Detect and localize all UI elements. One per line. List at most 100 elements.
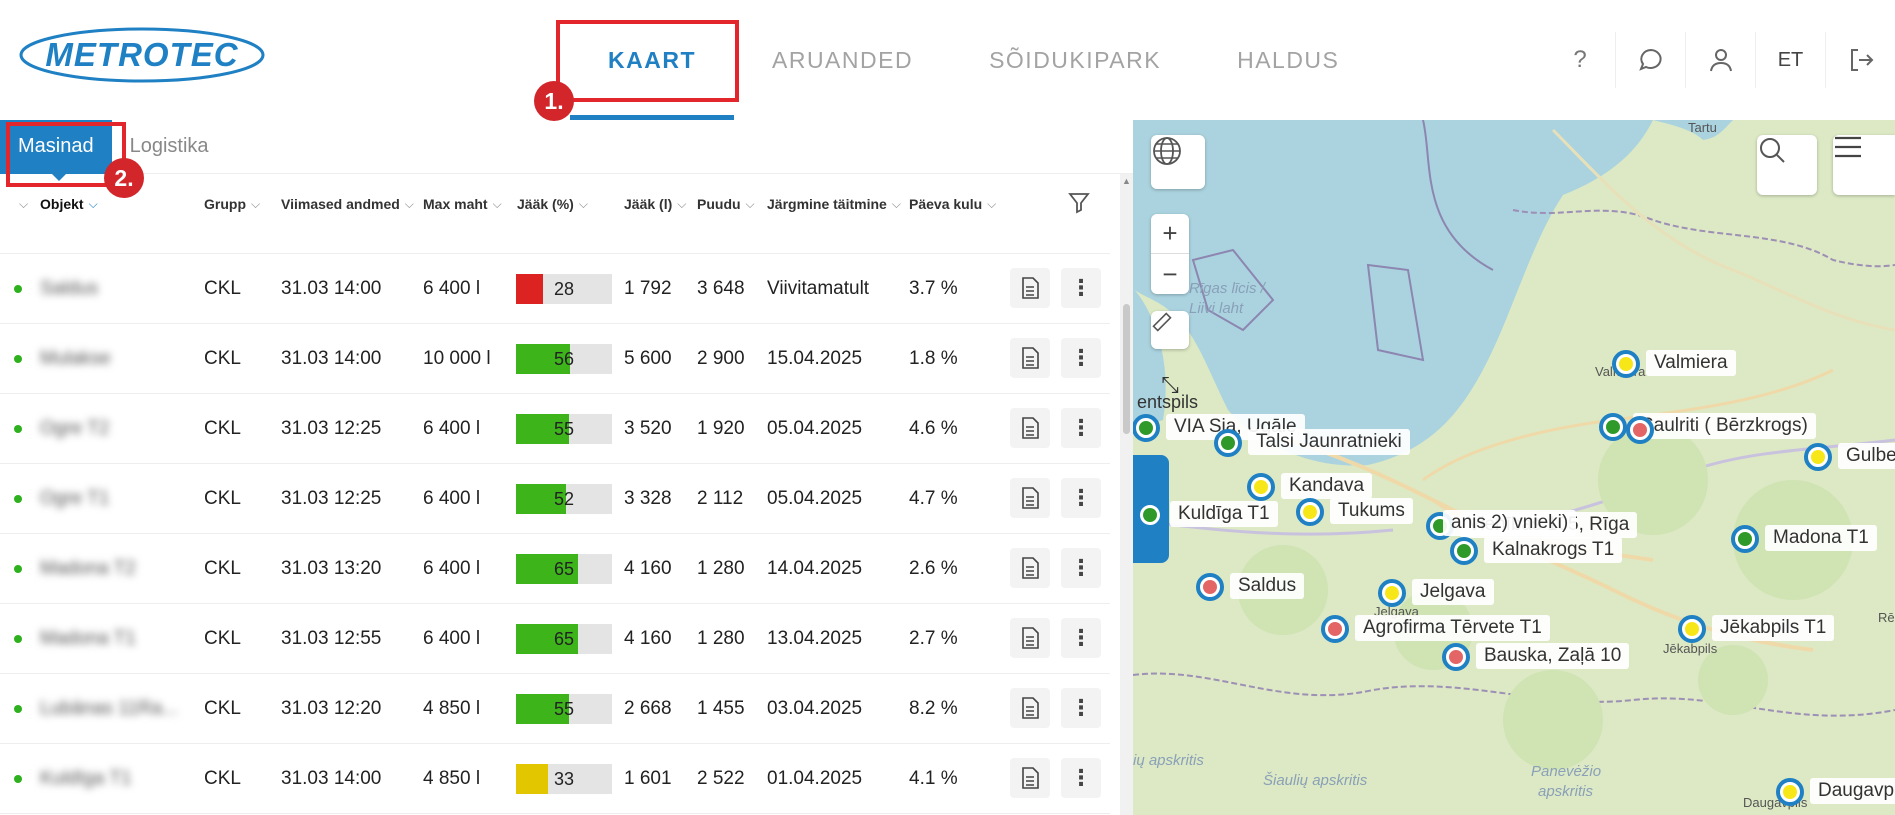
column-header-jaak-pct[interactable]: Jääk (%) ⌵ (517, 174, 588, 234)
puudu-cell: 2 112 (697, 488, 744, 509)
report-button[interactable] (1010, 338, 1050, 378)
column-header-max[interactable]: Max maht ⌵ (423, 174, 502, 234)
table-row[interactable]: Kuldīga T1 CKL 31.03 14:00 4 850 l 33 1 601 2 … (0, 744, 1110, 814)
map-marker[interactable] (1296, 498, 1324, 526)
objekt-cell[interactable]: Mulakse (40, 348, 111, 369)
fullscreen-icon[interactable]: ⤡ (1161, 372, 1179, 397)
subtab-logistika[interactable]: Logistika (129, 135, 209, 157)
more-options-button[interactable]: ⋮ (1061, 758, 1101, 798)
map-search-icon[interactable] (1757, 135, 1817, 195)
map-marker-label[interactable]: Jēkabpils T1 (1712, 615, 1835, 641)
column-header-jaak-l[interactable]: Jääk (l) ⌵ (624, 174, 686, 234)
column-header-grupp[interactable]: Grupp ⌵ (204, 174, 260, 234)
map-marker-label[interactable]: Agrofirma Tērvete T1 (1355, 615, 1550, 641)
map-marker[interactable] (1804, 443, 1832, 471)
objekt-cell[interactable]: Kuldīga T1 (40, 768, 132, 789)
map-marker-label[interactable]: Bauska, Zaļā 10 (1476, 643, 1630, 669)
logout-icon[interactable] (1825, 32, 1895, 88)
more-options-button[interactable]: ⋮ (1061, 268, 1101, 308)
objekt-cell[interactable]: Madona T1 (40, 628, 136, 649)
column-header-puudu[interactable]: Puudu ⌵ (697, 174, 755, 234)
more-options-button[interactable]: ⋮ (1061, 338, 1101, 378)
map-marker-label[interactable]: Saldus (1230, 573, 1305, 599)
table-row[interactable]: Mulakse CKL 31.03 14:00 10 000 l 56 5 600 2 90… (0, 324, 1110, 394)
column-header-jargmine[interactable]: Järgmine täitmine ⌵ (767, 174, 901, 234)
table-scrollbar[interactable]: ▲ (1120, 174, 1133, 815)
ruler-icon[interactable] (1151, 311, 1189, 349)
map-marker-label[interactable]: Madona T1 (1765, 525, 1877, 551)
map-marker[interactable] (1378, 579, 1406, 607)
map-marker[interactable] (1450, 537, 1478, 565)
zoom-in-button[interactable]: + (1151, 214, 1189, 254)
report-button[interactable] (1010, 618, 1050, 658)
map-marker-label[interactable]: Tukums (1330, 498, 1413, 524)
map-marker[interactable] (1196, 573, 1224, 601)
more-options-button[interactable]: ⋮ (1061, 688, 1101, 728)
more-options-button[interactable]: ⋮ (1061, 408, 1101, 448)
column-header-kulu[interactable]: Päeva kulu ⌵ (909, 174, 996, 234)
map-marker[interactable] (1678, 615, 1706, 643)
map-marker-label[interactable]: Talsi Jaunratnieki (1248, 429, 1410, 455)
map-marker[interactable] (1136, 501, 1164, 529)
table-row[interactable]: Madona T2 CKL 31.03 13:20 6 400 l 65 4 160 1 2… (0, 534, 1110, 604)
map-marker-label[interactable]: Gulbe (1838, 443, 1895, 469)
objekt-cell[interactable]: Ogre T1 (40, 488, 110, 509)
grupp-cell: CKL (204, 698, 241, 719)
map-marker-label[interactable]: Kandava (1281, 473, 1373, 499)
map-marker[interactable] (1731, 525, 1759, 553)
table-row[interactable]: Ogre T2 CKL 31.03 12:25 6 400 l 55 3 520 1 920… (0, 394, 1110, 464)
metrotec-logo[interactable]: METROTEC (18, 26, 266, 84)
user-icon[interactable] (1685, 32, 1755, 88)
map-marker[interactable] (1442, 643, 1470, 671)
map-marker[interactable] (1776, 778, 1804, 806)
map-marker[interactable] (1247, 473, 1275, 501)
objekt-cell[interactable]: Madona T2 (40, 558, 136, 579)
scroll-up-arrow-icon[interactable]: ▲ (1122, 176, 1131, 186)
nav-tab-kaart[interactable]: KAART (570, 0, 734, 120)
scroll-thumb[interactable] (1123, 304, 1130, 434)
column-header-objekt[interactable]: Objekt ⌵ (40, 174, 98, 234)
more-options-button[interactable]: ⋮ (1061, 618, 1101, 658)
report-button[interactable] (1010, 478, 1050, 518)
nav-tab-aruanded[interactable]: ARUANDED (734, 0, 951, 120)
map-marker[interactable] (1321, 615, 1349, 643)
report-button[interactable] (1010, 268, 1050, 308)
map-marker[interactable] (1133, 414, 1160, 442)
map-marker[interactable] (1599, 413, 1627, 441)
map-marker-label[interactable]: Jelgava (1412, 579, 1494, 605)
map-marker[interactable] (1626, 416, 1654, 444)
language-switch[interactable]: ET (1755, 32, 1825, 88)
globe-icon[interactable] (1151, 135, 1205, 189)
table-row[interactable]: Saldus CKL 31.03 14:00 6 400 l 28 1 792 3 648 V… (0, 254, 1110, 324)
subtab-masinad[interactable]: Masinad (0, 119, 112, 174)
zoom-out-button[interactable]: − (1162, 258, 1178, 289)
report-button[interactable] (1010, 758, 1050, 798)
table-row[interactable]: Ogre T1 CKL 31.03 12:25 6 400 l 52 3 328 2 112… (0, 464, 1110, 534)
map-marker-label[interactable]: Kuldīga T1 (1170, 501, 1278, 527)
objekt-cell[interactable]: Lubānas 11Ra... (40, 698, 179, 719)
column-header-viimased[interactable]: Viimased andmed ⌵ (281, 174, 414, 234)
help-icon[interactable]: ? (1573, 46, 1587, 73)
more-options-button[interactable]: ⋮ (1061, 478, 1101, 518)
nav-tab-haldus[interactable]: HALDUS (1199, 0, 1377, 120)
chat-icon[interactable] (1615, 32, 1685, 88)
map-marker-label[interactable]: Kalnakrogs T1 (1484, 537, 1623, 563)
map-view[interactable]: Rīgas līcis / Liivi laht ių apskritis Ši… (1133, 120, 1895, 815)
more-options-button[interactable]: ⋮ (1061, 548, 1101, 588)
map-marker-label[interactable]: Valmiera (1646, 350, 1736, 376)
map-marker[interactable] (1612, 350, 1640, 378)
map-menu-icon[interactable] (1833, 135, 1895, 195)
report-button[interactable] (1010, 548, 1050, 588)
table-row[interactable]: Lubānas 11Ra... CKL 31.03 12:20 4 850 l 55 2 … (0, 674, 1110, 744)
map-marker[interactable] (1214, 429, 1242, 457)
table-row[interactable]: Madona T1 CKL 31.03 12:55 6 400 l 65 4 160 1 2… (0, 604, 1110, 674)
objekt-cell[interactable]: Ogre T2 (40, 418, 110, 439)
expand-all-toggle[interactable]: ⌵ (14, 174, 28, 234)
nav-tab-soidukipark[interactable]: SÕIDUKIPARK (951, 0, 1199, 120)
objekt-cell[interactable]: Saldus (40, 278, 99, 299)
report-button[interactable] (1010, 408, 1050, 448)
map-marker-label[interactable]: Saulriti ( Bērzkrogs) (1633, 413, 1816, 439)
map-marker-label[interactable]: Daugavp (1810, 778, 1895, 804)
filter-icon[interactable] (1067, 190, 1091, 216)
report-button[interactable] (1010, 688, 1050, 728)
